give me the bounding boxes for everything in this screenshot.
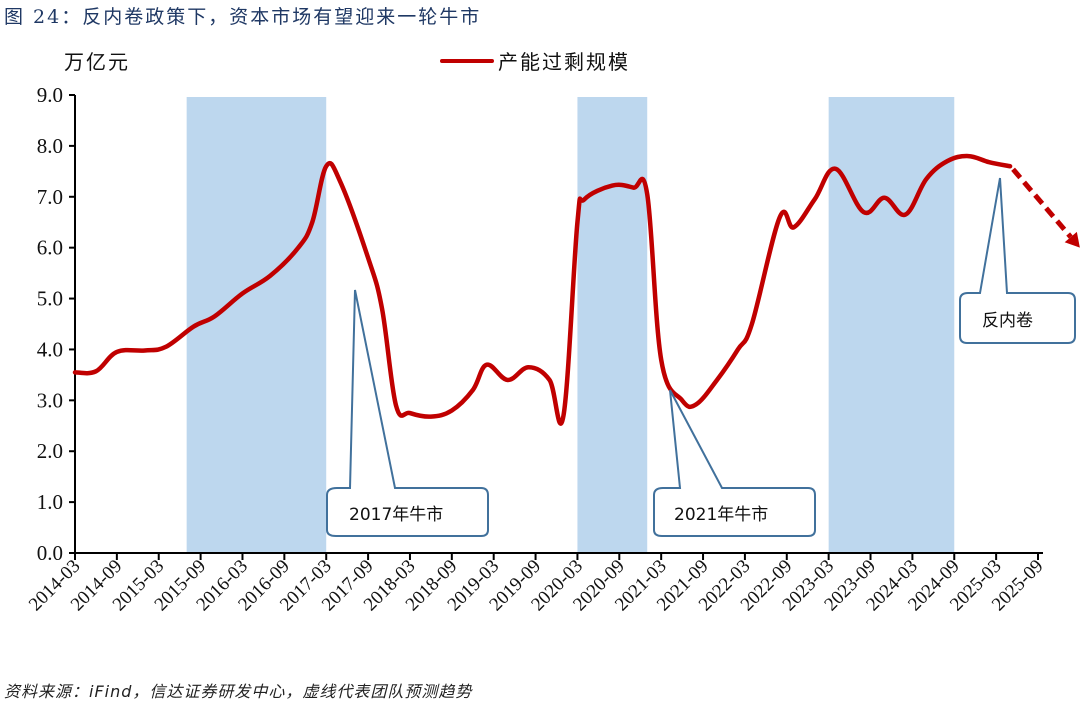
y-tick-label: 3.0 — [37, 388, 63, 412]
callout-2017-label: 2017年牛市 — [349, 505, 443, 525]
callout-2021-label: 2021年牛市 — [674, 505, 768, 525]
forecast-arrowhead-icon — [1064, 231, 1080, 248]
y-tick-label: 1.0 — [37, 490, 63, 514]
shaded-period-0 — [186, 97, 327, 553]
y-tick-label: 0.0 — [37, 541, 63, 565]
y-tick-label: 5.0 — [37, 287, 63, 311]
source-note: 资料来源：iFind，信达证券研发中心，虚线代表团队预测趋势 — [4, 682, 473, 701]
forecast-dashed-line — [1011, 167, 1073, 239]
figure-title: 图 24：反内卷政策下，资本市场有望迎来一轮牛市 — [4, 6, 482, 28]
series-lines — [72, 153, 1080, 426]
shaded-period-1 — [577, 97, 648, 553]
legend: 产能过剩规模 — [440, 46, 630, 75]
y-tick-label: 8.0 — [37, 134, 63, 158]
callout-anti-involution — [959, 177, 1076, 344]
callout-anti-involution-label: 反内卷 — [982, 311, 1033, 331]
legend-line-swatch — [440, 58, 494, 63]
shaded-periods — [186, 97, 955, 553]
callout-2017-bull — [326, 289, 489, 537]
y-tick-label: 7.0 — [37, 185, 63, 209]
y-tick-label: 2.0 — [37, 439, 63, 463]
callouts: 2017年牛市 2021年牛市 反内卷 — [326, 177, 1076, 537]
y-tick-label: 9.0 — [37, 83, 63, 107]
legend-label: 产能过剩规模 — [498, 50, 630, 74]
callout-2021-bull — [653, 389, 816, 537]
y-tick-label: 4.0 — [37, 337, 63, 361]
series-line-capacity-surplus — [72, 153, 1013, 426]
y-axis-unit: 万亿元 — [64, 50, 130, 74]
y-tick-label: 6.0 — [37, 236, 63, 260]
shaded-period-2 — [828, 97, 955, 553]
